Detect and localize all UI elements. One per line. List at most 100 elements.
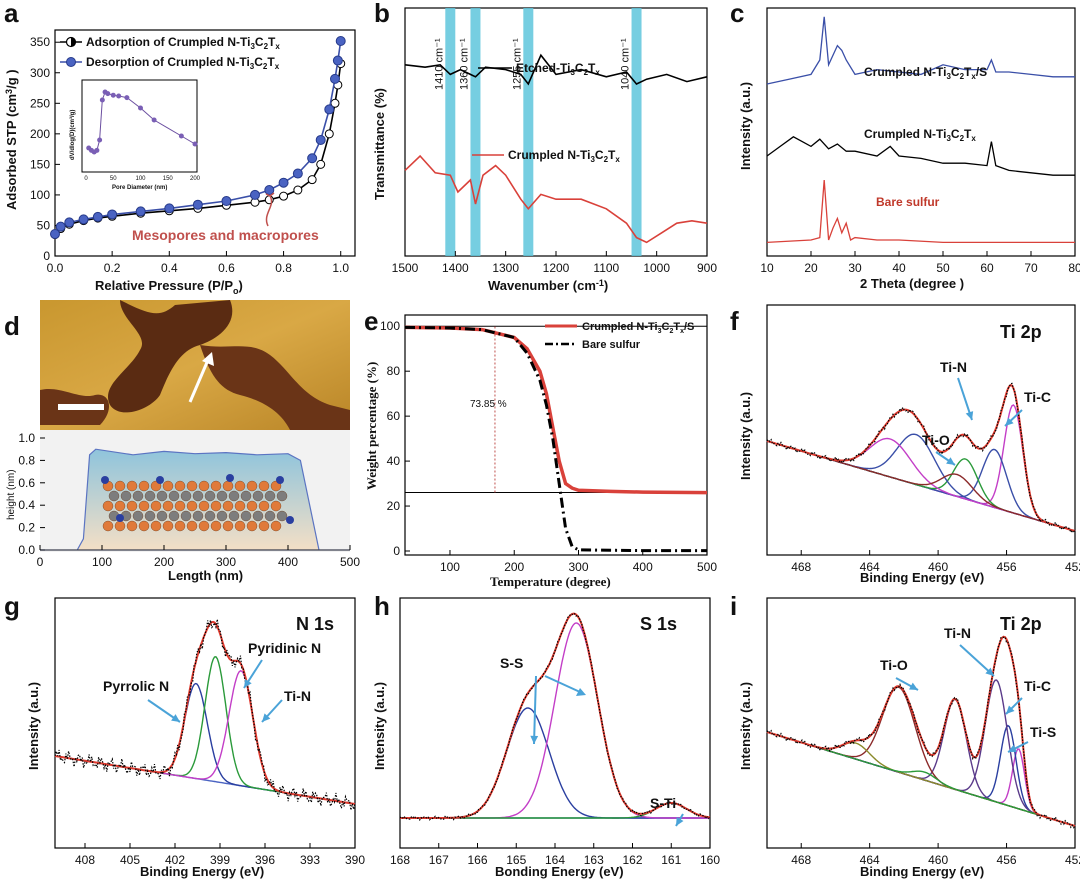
y-axis-label: height (nm) xyxy=(6,469,17,520)
inset-point xyxy=(99,97,105,103)
x-ticks: 468 464 460 456 452 xyxy=(791,843,1080,867)
x-ticks: 168 167 166 165 164 163 162 161 160 xyxy=(390,843,720,867)
x-axis-label: Binding Energy (eV) xyxy=(860,864,984,879)
fit-component xyxy=(766,679,1076,827)
panel-e: e 100 200 300 400 500 0 20 40 60 80 100 Temperatu… xyxy=(364,306,717,589)
x-tick-label: 468 xyxy=(791,560,811,574)
inset-x-tick-label: 100 xyxy=(135,176,146,182)
peak-label: Ti-O xyxy=(880,657,908,673)
x-ticks: 100 200 300 400 500 xyxy=(440,550,717,574)
y-axis-label: Weight percentage (%) xyxy=(364,362,379,490)
nitrogen-atom xyxy=(286,516,294,524)
atom xyxy=(258,480,270,492)
fit-component xyxy=(54,656,356,805)
atom xyxy=(156,510,168,522)
legend-crumpled: Crumpled N-Ti3C2Tx/S xyxy=(582,321,694,335)
data-point-desorption xyxy=(250,189,260,200)
atom xyxy=(138,480,150,492)
y-ticks: 0 50 100 150 200 250 300 350 xyxy=(30,35,60,263)
data-point-adsorption xyxy=(307,175,317,185)
highlight-band xyxy=(470,8,481,256)
x-ticks: 1500 1400 1300 1200 1100 1000 900 xyxy=(392,251,717,275)
band-label: 1040 cm⁻¹ xyxy=(620,38,632,90)
atom xyxy=(222,480,234,492)
y-tick-label: 0.6 xyxy=(18,476,35,490)
inset-point xyxy=(97,137,103,143)
peak-arrow-head xyxy=(946,457,955,465)
legend: Adsorption of Crumpled N-Ti3C2Tx Desorpt… xyxy=(60,35,280,71)
y-tick-label: 60 xyxy=(387,409,401,423)
inset-point xyxy=(124,95,130,101)
series-group xyxy=(766,16,1075,244)
peak-arrow-head xyxy=(1005,417,1014,426)
atom xyxy=(126,520,138,532)
nitrogen-atom xyxy=(276,476,284,484)
inset-x-label: Pore Diameter (nm) xyxy=(112,185,167,191)
atom xyxy=(210,480,222,492)
atom xyxy=(270,520,282,532)
x-tick-label: 0.4 xyxy=(161,261,178,275)
x-tick-label: 160 xyxy=(700,853,720,867)
y-axis-label: Intensity (a.u.) xyxy=(738,82,753,170)
x-tick-label: 167 xyxy=(429,853,449,867)
peak-label: Pyridinic N xyxy=(248,640,321,656)
y-tick-label: 0.8 xyxy=(18,453,35,467)
atom xyxy=(108,490,120,502)
data-point-desorption xyxy=(332,55,343,66)
series-group: Pyrrolic N Pyridinic N Ti-N xyxy=(54,619,356,811)
atom xyxy=(174,520,186,532)
x-tick-label: 164 xyxy=(545,853,565,867)
x-tick-label: 400 xyxy=(633,560,653,574)
peak-label: Ti-C xyxy=(1024,678,1051,694)
plot-frame xyxy=(54,597,356,849)
y-tick-label: 100 xyxy=(30,188,50,202)
label-top-series: Crumpled N-Ti3C2Tx/S xyxy=(864,65,987,81)
peak-label: Ti-C xyxy=(1024,389,1051,405)
highlight-bands: 1410 cm⁻¹ 1360 cm⁻¹ 1255 cm⁻¹ 1040 cm⁻¹ xyxy=(433,8,642,256)
panel-letter-f: f xyxy=(730,306,739,336)
panel-letter-e: e xyxy=(364,306,378,336)
raw-data xyxy=(766,382,1076,534)
y-tick-label: 0.0 xyxy=(18,543,35,557)
y-tick-label: 40 xyxy=(387,454,401,468)
inset-x-tick-label: 200 xyxy=(190,176,201,182)
x-tick-label: 10 xyxy=(760,261,774,275)
x-tick-label: 200 xyxy=(504,560,524,574)
data-point-adsorption xyxy=(324,129,334,139)
plot-frame xyxy=(54,29,356,257)
atom xyxy=(102,520,114,532)
y-tick-label: 350 xyxy=(30,35,50,49)
nitrogen-atom xyxy=(156,476,164,484)
data-point-desorption xyxy=(335,35,346,46)
afm-dark-region xyxy=(107,300,233,413)
band-label: 1255 cm⁻¹ xyxy=(511,38,523,90)
fit-envelope xyxy=(400,612,711,819)
panel-c: c 10 20 30 40 50 60 70 80 2 Theta (degree ) Int… xyxy=(730,0,1080,291)
atom xyxy=(162,500,174,512)
x-tick-label: 500 xyxy=(697,560,717,574)
panel-f: f Ti 2p 468 464 460 456 452 Binding Energy (… xyxy=(730,304,1080,585)
x-axis-label: Binding Energy (eV) xyxy=(860,570,984,585)
series-group xyxy=(50,35,346,240)
inset-point xyxy=(151,117,157,123)
fit-envelope xyxy=(766,383,1076,532)
series-line-etched xyxy=(404,53,708,86)
peak-arrow xyxy=(544,675,581,693)
x-tick-label: 460 xyxy=(928,853,948,867)
x-tick-label: 40 xyxy=(892,261,906,275)
fit-envelope xyxy=(766,635,1076,827)
atom xyxy=(186,480,198,492)
atom xyxy=(186,500,198,512)
annotation-arrow xyxy=(265,192,275,227)
highlight-band xyxy=(631,8,642,256)
y-ticks: 0.0 0.2 0.4 0.6 0.8 1.0 xyxy=(18,431,45,557)
x-tick-label: 168 xyxy=(390,853,410,867)
atom xyxy=(216,510,228,522)
atom xyxy=(120,490,132,502)
label-mid-series: Crumpled N-Ti3C2Tx xyxy=(864,127,976,143)
x-tick-label: 468 xyxy=(791,853,811,867)
y-tick-label: 0.4 xyxy=(18,498,35,512)
inset-x-tick-label: 0 xyxy=(84,176,88,182)
data-point-adsorption xyxy=(279,191,289,201)
atom xyxy=(204,510,216,522)
